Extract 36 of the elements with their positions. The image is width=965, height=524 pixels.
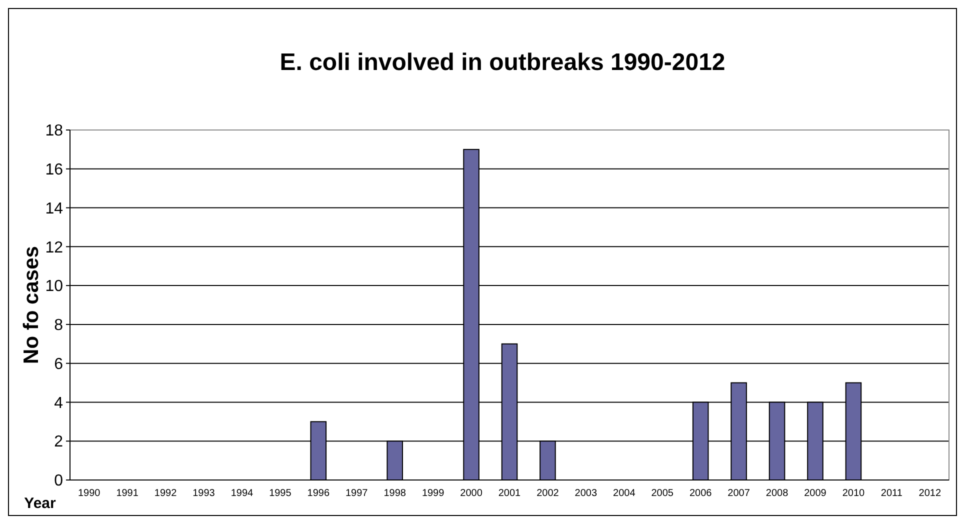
x-tick-label: 1997 [346,488,368,499]
y-tick-label: 10 [45,278,64,296]
x-tick-label: 2002 [536,488,560,499]
x-tick-label: 1994 [230,488,254,499]
x-tick-label: 2012 [918,488,942,499]
x-tick-label: 2003 [574,488,598,499]
x-tick-label: 2007 [728,488,750,499]
y-axis-title: No fo cases [20,246,43,364]
x-tick-label: 2011 [880,488,903,499]
x-tick-label: 1996 [307,488,330,499]
x-tick-label: 2004 [613,488,636,499]
x-tick-label: 2005 [651,488,674,499]
chart-title: E. coli involved in outbreaks 1990-2012 [280,49,726,76]
x-tick-label: 2000 [460,488,483,499]
y-tick-label: 14 [45,200,64,218]
x-axis-title: Year [24,495,56,512]
x-tick-label: 1991 [116,488,139,499]
y-tick-label: 8 [54,317,64,334]
x-tick-label: 2010 [842,488,866,499]
x-tick-label: 2001 [498,488,522,499]
y-tick-label: 4 [54,394,64,412]
y-tick-label: 0 [54,472,64,490]
x-tick-label: 2006 [689,488,712,499]
y-tick-label: 18 [45,122,64,140]
x-tick-label: 2009 [804,488,827,499]
x-tick-label: 1995 [269,488,292,499]
y-tick-label: 16 [45,161,64,178]
x-tick-label: 2008 [766,488,789,499]
y-tick-label: 2 [54,434,64,451]
x-tick-label: 1992 [154,488,178,499]
y-tick-label: 6 [54,356,64,373]
x-tick-label: 1990 [78,488,101,499]
x-tick-label: 1999 [422,488,445,499]
y-tick-label: 12 [45,239,64,256]
x-tick-label: 1998 [384,488,406,499]
x-tick-label: 1993 [192,488,216,499]
